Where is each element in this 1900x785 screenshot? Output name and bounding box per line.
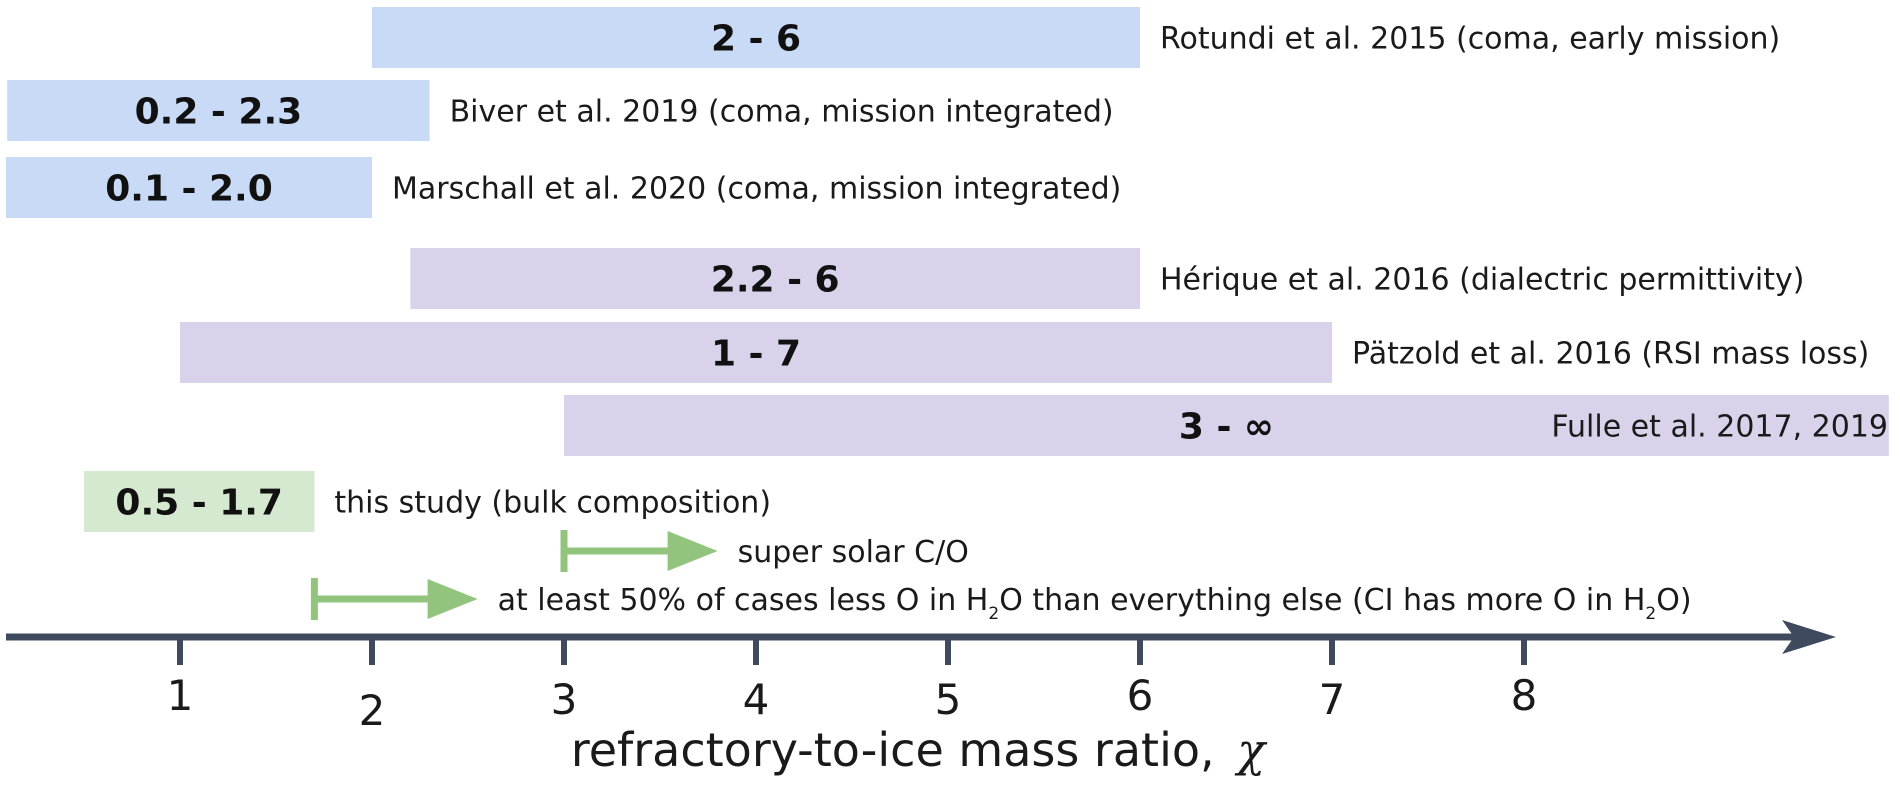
range-bar-1 — [372, 7, 1140, 68]
range-value-label: 3 - ∞ — [1179, 407, 1274, 448]
bound-label-part: O than everything else (CI has more O in… — [999, 583, 1645, 618]
bound-label: at least 50% of cases less O in H2O than… — [498, 583, 1692, 624]
x-axis-title-text: refractory-to-ice mass ratio, — [571, 723, 1215, 777]
reference-label: Rotundi et al. 2015 (coma, early mission… — [1160, 22, 1780, 57]
reference-label: Fulle et al. 2017, 2019 — [1551, 410, 1888, 445]
range-bar-5 — [180, 322, 1332, 383]
axis-arrow-head — [1782, 620, 1836, 654]
range-value-label: 0.5 - 1.7 — [115, 483, 283, 524]
x-tick-label: 6 — [1127, 671, 1154, 720]
x-axis-title-symbol: χ — [1234, 723, 1268, 777]
range-value-label: 0.2 - 2.3 — [135, 92, 303, 133]
subscript: 2 — [988, 604, 999, 624]
subscript: 2 — [1645, 604, 1656, 624]
x-tick-label: 7 — [1319, 675, 1346, 724]
bound-arrow-head — [427, 579, 478, 619]
bound-label-part: at least 50% of cases less O in H — [498, 583, 989, 618]
x-tick-label: 2 — [359, 686, 386, 735]
bound-label: super solar C/O — [738, 535, 969, 570]
x-axis: 1 2 3 4 5 6 7 8 — [6, 620, 1836, 735]
bound-arrow-head — [667, 531, 718, 571]
range-value-label: 1 - 7 — [711, 334, 801, 375]
x-tick-label: 8 — [1511, 671, 1538, 720]
range-value-label: 2.2 - 6 — [711, 260, 840, 301]
lower-bound-arrows: super solar C/O at least 50% of cases les… — [310, 530, 1692, 624]
range-bar-6 — [564, 395, 1889, 456]
range-value-label: 2 - 6 — [711, 19, 801, 60]
reference-label: Marschall et al. 2020 (coma, mission int… — [392, 172, 1121, 207]
range-value-label: 0.1 - 2.0 — [105, 169, 273, 210]
bound-label-part: O) — [1656, 583, 1691, 618]
x-tick-label: 3 — [551, 675, 578, 724]
reference-label: Pätzold et al. 2016 (RSI mass loss) — [1352, 337, 1869, 372]
range-bar-3 — [6, 157, 372, 218]
range-bar-7 — [84, 471, 315, 532]
x-tick-label: 5 — [935, 675, 962, 724]
reference-label: Biver et al. 2019 (coma, mission integra… — [450, 95, 1114, 130]
x-tick-label: 4 — [743, 675, 770, 724]
x-axis-title: refractory-to-ice mass ratio, χ — [571, 723, 1268, 777]
range-bars: 2 - 6 Rotundi et al. 2015 (coma, early mi… — [6, 7, 1889, 532]
range-bar-2 — [7, 80, 430, 141]
range-bar-4 — [410, 248, 1140, 309]
x-tick-label: 1 — [167, 671, 194, 720]
reference-label: Hérique et al. 2016 (dialectric permitti… — [1160, 263, 1804, 298]
reference-label: this study (bulk composition) — [334, 486, 771, 521]
